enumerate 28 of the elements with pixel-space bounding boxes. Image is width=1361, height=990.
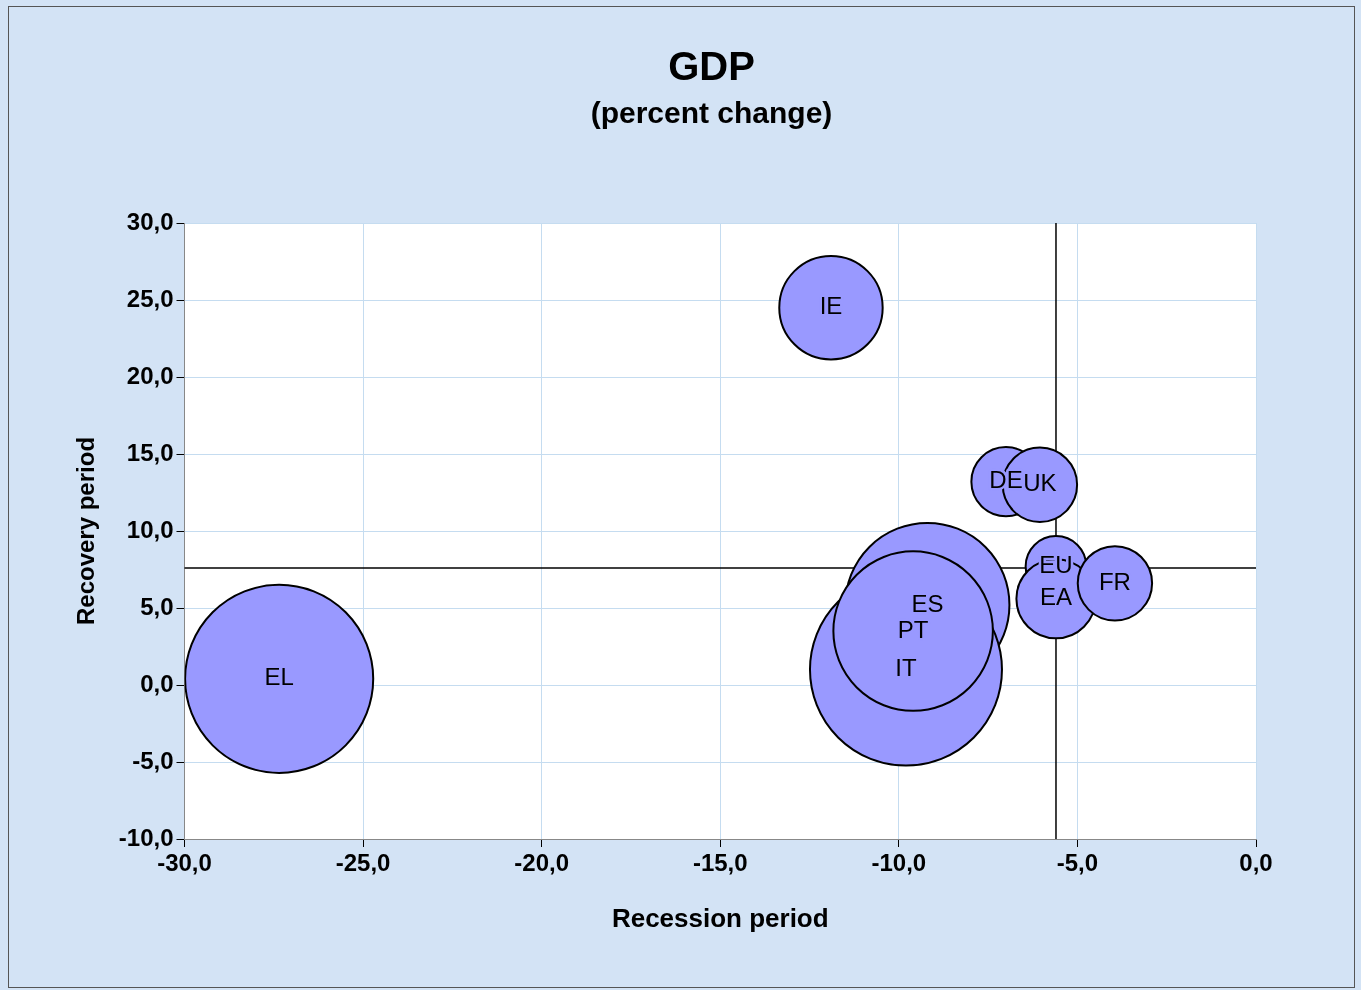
y-axis-title: Recovery period: [72, 436, 100, 626]
y-tick-label: 0,0: [140, 669, 174, 697]
x-tick-label: -5,0: [1056, 849, 1099, 877]
chart-title: GDP: [668, 44, 755, 89]
y-tick-label: 15,0: [126, 438, 174, 466]
y-tick-label: -10,0: [118, 823, 174, 851]
y-tick-label: 30,0: [126, 207, 174, 235]
y-tick-label: 25,0: [126, 284, 174, 312]
y-tick-label: 5,0: [140, 592, 174, 620]
annotation: IE: [819, 292, 843, 320]
x-tick-label: -25,0: [335, 849, 391, 877]
annotation: EL: [264, 663, 294, 691]
x-tick-label: -30,0: [157, 849, 212, 877]
chart-subtitle: (percent change): [590, 96, 833, 130]
x-axis-title: Recession period: [611, 902, 829, 933]
y-tick-label: 10,0: [126, 515, 174, 543]
x-tick-label: -20,0: [514, 849, 570, 877]
annotation: EA: [1039, 583, 1072, 611]
y-tick-label: -5,0: [132, 746, 174, 774]
annotation: IT: [895, 654, 917, 682]
y-tick-label: 20,0: [126, 361, 174, 389]
annotation: PT: [897, 615, 929, 643]
x-tick-label: 0,0: [1239, 849, 1273, 877]
annotation: FR: [1098, 567, 1131, 595]
annotation: UK: [1023, 469, 1057, 497]
annotation: ES: [911, 589, 944, 617]
x-tick-label: -10,0: [871, 849, 927, 877]
x-tick-label: -15,0: [692, 849, 748, 877]
